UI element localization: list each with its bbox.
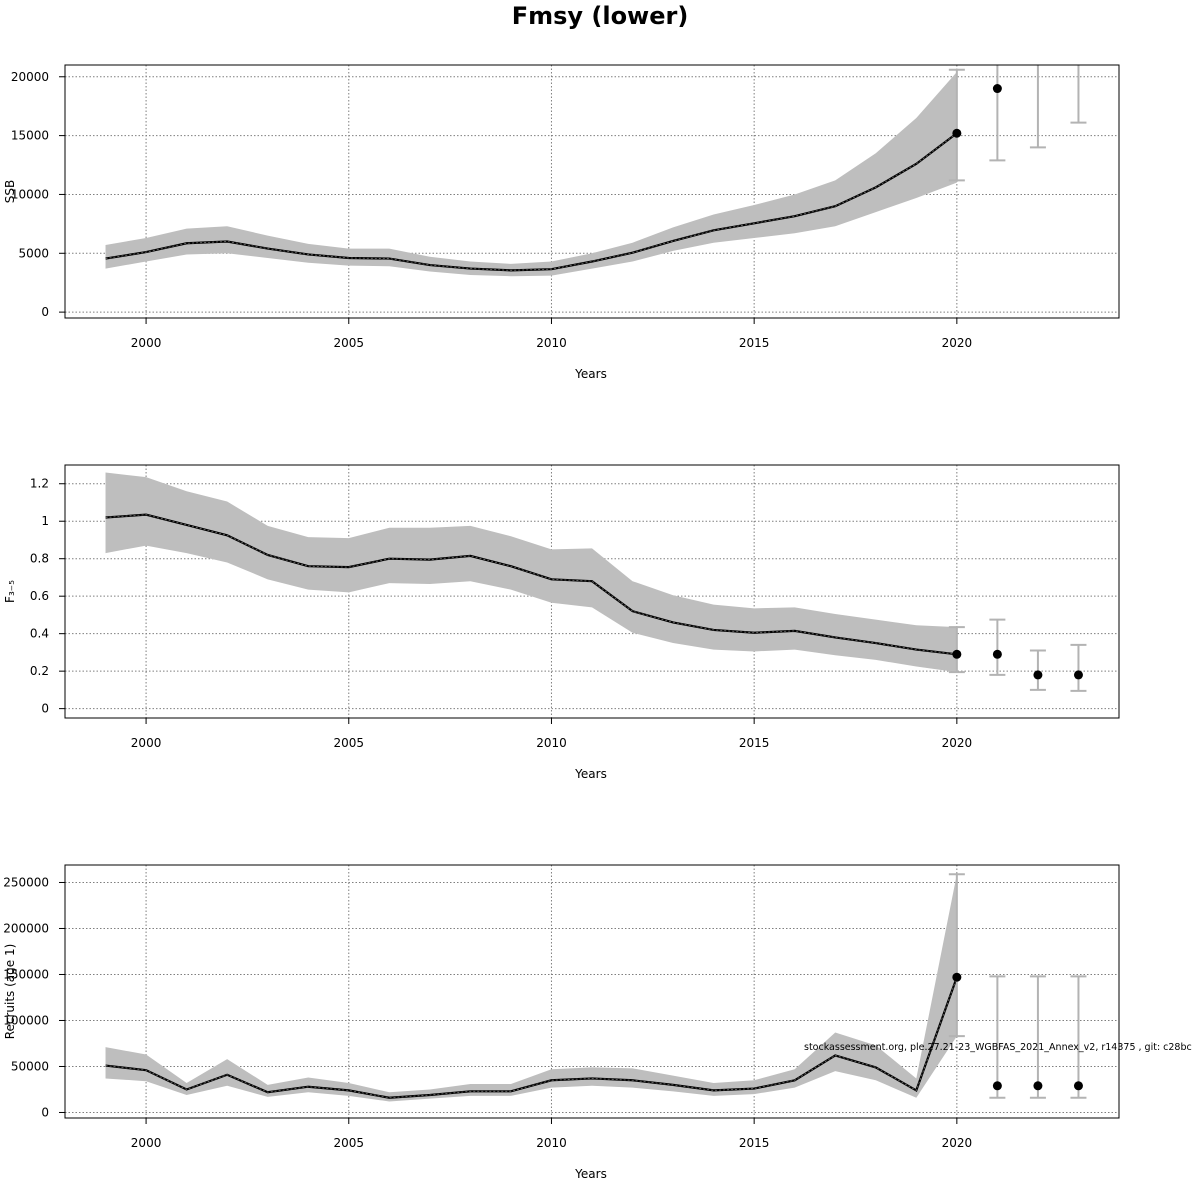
ssb-yaxis-label: SSB (3, 180, 17, 203)
recruits-plot-frame (64, 864, 1120, 1119)
fishing-mortality-ytick-label-4: 0.8 (30, 552, 49, 566)
fishing-mortality-xtick-label-2020: 2020 (942, 736, 973, 750)
fishing-mortality-ytick-label-0: 0 (41, 702, 49, 716)
fishing-mortality-ytick-label-6: 1.2 (30, 477, 49, 491)
recruits-ytick-label-2: 100000 (3, 1013, 49, 1027)
recruits-ytick-label-1: 50000 (11, 1059, 49, 1073)
panel-ssb: 2000 2005 2010 2015 2020 0 5000 10000 15000 20000… (3, 64, 1120, 381)
fishing-mortality-xaxis-label: Years (574, 767, 607, 781)
fishing-mortality-ytick-label-3: 0.6 (30, 589, 49, 603)
fishing-mortality-xtick-label-2005: 2005 (333, 736, 364, 750)
recruits-forecast-point-2022 (1033, 1081, 1043, 1091)
ssb-confidence-band (105, 72, 957, 277)
recruits-forecast-point-2023 (1073, 1081, 1083, 1091)
ssb-ytick-label-1: 5000 (18, 246, 49, 260)
ssb-forecast-point-2020 (952, 128, 962, 138)
recruits-xaxis-label: Years (574, 1167, 607, 1181)
ssb-ytick-label-0: 0 (41, 305, 49, 319)
recruits-ytick-label-5: 250000 (3, 875, 49, 889)
ssb-plot-frame (64, 64, 1120, 319)
recruits-yaxis-label: Recruits (age 1) (3, 944, 17, 1040)
fishing-mortality-forecast-point-2022 (1033, 670, 1043, 680)
ssb-forecast-point-2021 (992, 84, 1002, 94)
recruits-confidence-band (105, 874, 957, 1102)
recruits-xtick-label-2015: 2015 (739, 1136, 770, 1150)
ssb-estimate-line-dash (105, 132, 958, 271)
recruits-ytick-label-0: 0 (41, 1105, 49, 1119)
fishing-mortality-xtick-label-2015: 2015 (739, 736, 770, 750)
ssb-xtick-label-2000: 2000 (131, 336, 162, 350)
ssb-ytick-label-3: 15000 (11, 129, 49, 143)
ssb-ytick-label-2: 10000 (11, 187, 49, 201)
fishing-mortality-forecast-point-2021 (992, 649, 1002, 659)
recruits-forecast-point-2021 (992, 1081, 1002, 1091)
fishing-mortality-forecast-point-2020 (952, 649, 962, 659)
fishing-mortality-yaxis-label: F₃₋₅ (3, 580, 17, 603)
recruits-ytick-label-3: 150000 (3, 967, 49, 981)
ssb-ytick-label-4: 20000 (11, 70, 49, 84)
ssb-xtick-label-2020: 2020 (942, 336, 973, 350)
fishing-mortality-ytick-label-1: 0.2 (30, 664, 49, 678)
panel-recruits: 2000 2005 2010 2015 2020 0 50000 100000 150000 20… (3, 864, 1120, 1181)
ssb-xtick-label-2015: 2015 (739, 336, 770, 350)
fishing-mortality-estimate-line-dash (105, 514, 957, 655)
fishing-mortality-plot-frame (64, 464, 1120, 719)
recruits-xtick-label-2000: 2000 (131, 1136, 162, 1150)
recruits-forecast-point-2020 (952, 972, 962, 982)
fishing-mortality-forecast-point-2023 (1073, 670, 1083, 680)
ssb-xtick-label-2010: 2010 (536, 336, 567, 350)
recruits-xtick-label-2020: 2020 (942, 1136, 973, 1150)
panel-fishing-mortality: 2000 2005 2010 2015 2020 0 0.2 0.4 0.6 0.8 1 1.2 Yea… (3, 464, 1120, 781)
fishing-mortality-ytick-label-5: 1 (41, 514, 49, 528)
fishing-mortality-xtick-label-2000: 2000 (131, 736, 162, 750)
ssb-xtick-label-2005: 2005 (333, 336, 364, 350)
fishing-mortality-ytick-label-2: 0.4 (30, 627, 49, 641)
figure-title: Fmsy (lower) (512, 2, 689, 30)
recruits-ytick-label-4: 200000 (3, 921, 49, 935)
recruits-estimate-line-dash (105, 977, 958, 1099)
recruits-xtick-label-2005: 2005 (333, 1136, 364, 1150)
fishing-mortality-xtick-label-2010: 2010 (536, 736, 567, 750)
ssb-xaxis-label: Years (574, 367, 607, 381)
footnote: stockassessment.org, ple.27.21-23_WGBFAS… (804, 1042, 1192, 1053)
recruits-xtick-label-2010: 2010 (536, 1136, 567, 1150)
